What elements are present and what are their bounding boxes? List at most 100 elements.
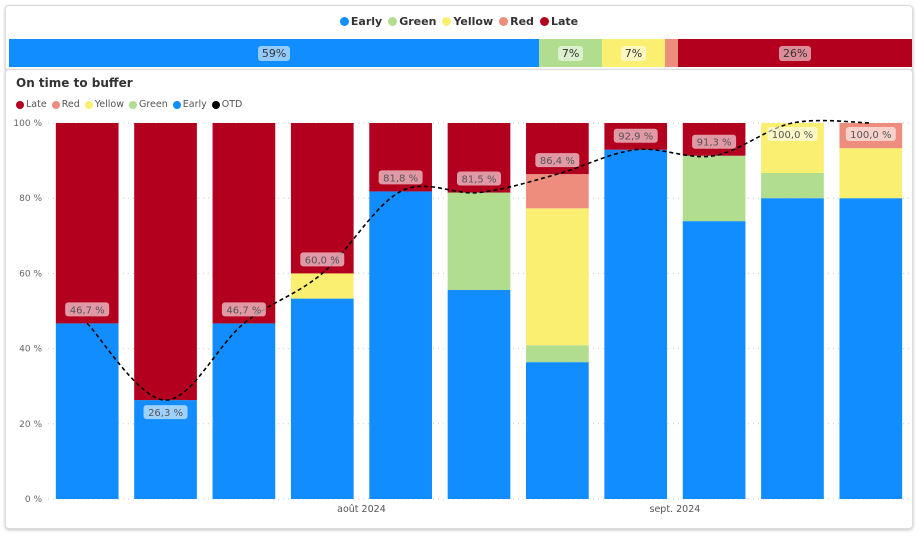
legend-item-early[interactable]: Early	[339, 15, 383, 28]
bar-segment-green	[682, 155, 746, 222]
legend-label: Late	[26, 99, 47, 110]
bar-segment-early	[526, 362, 589, 499]
legend-item-red[interactable]: Red	[51, 99, 80, 110]
legend-item-red[interactable]: Red	[499, 15, 534, 28]
bar-segment-green	[761, 173, 824, 199]
otd-data-label: 81,5 %	[462, 175, 497, 186]
chart-legend: Late Red Yellow Green Early OTD	[16, 99, 242, 110]
data-label-bg	[378, 170, 423, 185]
bar-segment-early	[369, 191, 432, 499]
data-label-bg	[535, 153, 580, 168]
bar-segment-green	[447, 192, 511, 290]
otd-data-label: 60,0 %	[305, 255, 340, 266]
otd-line	[86, 119, 871, 401]
legend-label: Yellow	[453, 15, 494, 28]
bar-segment-late	[212, 123, 276, 324]
legend-dot-icon	[388, 17, 398, 26]
data-label-bg	[613, 128, 658, 143]
bar-segment-early	[604, 149, 668, 500]
otd-data-label: 86,4 %	[540, 156, 575, 167]
bar-segment-early	[447, 289, 511, 499]
x-tick-label: août 2024	[337, 504, 386, 515]
bar-segment-red	[526, 174, 589, 209]
data-label-bg	[221, 302, 266, 317]
y-tick-label: 60 %	[19, 269, 42, 279]
summary-stacked-bar: 59% 7% 7% 26%	[9, 39, 912, 67]
legend-dot-icon	[172, 100, 181, 109]
segment-label: 7%	[557, 45, 584, 61]
data-label-bg	[65, 302, 110, 317]
legend-label: Green	[139, 99, 168, 110]
legend-item-green[interactable]: Green	[388, 15, 436, 28]
y-tick-label: 80 %	[19, 194, 42, 204]
otd-data-label: 100,0 %	[850, 130, 891, 141]
otd-data-label: 46,7 %	[226, 305, 261, 316]
summary-card: Early Green Yellow Red Late 59% 7% 7% 26%	[5, 5, 913, 71]
y-tick-label: 40 %	[19, 345, 42, 355]
legend-label: Early	[182, 99, 207, 110]
legend-dot-icon	[339, 17, 349, 26]
bar-segment-early	[55, 323, 119, 499]
legend-item-yellow[interactable]: Yellow	[442, 15, 493, 28]
bar-segment-early	[682, 221, 746, 500]
legend-dot-icon	[129, 100, 137, 109]
legend-dot-icon	[499, 17, 509, 26]
legend-item-yellow[interactable]: Yellow	[84, 99, 124, 110]
legend-dot-icon	[442, 17, 452, 26]
summary-segment-red[interactable]	[664, 39, 679, 67]
segment-label: 59%	[257, 45, 291, 61]
legend-label: Green	[399, 15, 437, 28]
legend-label: Red	[61, 99, 80, 110]
bar-segment-green	[526, 345, 589, 363]
legend-item-late[interactable]: Late	[16, 99, 47, 110]
bar-segment-early	[839, 198, 903, 499]
bar-segment-yellow	[839, 148, 903, 199]
legend-label: Yellow	[94, 99, 124, 110]
data-label-bg	[845, 127, 896, 141]
bar-segment-early	[761, 198, 824, 499]
otd-data-label: 81,8 %	[383, 173, 418, 184]
y-tick-label: 0 %	[25, 495, 43, 505]
legend-item-otd[interactable]: OTD	[211, 99, 243, 110]
y-tick-label: 20 %	[19, 420, 42, 430]
bar-segment-early	[290, 298, 354, 499]
legend-label: Early	[350, 15, 383, 28]
legend-item-green[interactable]: Green	[129, 99, 168, 110]
bar-segment-late	[290, 123, 354, 274]
otd-data-label: 92,9 %	[618, 132, 653, 143]
legend-label: Late	[550, 15, 579, 28]
y-tick-label: 100 %	[13, 119, 42, 129]
data-label-bg	[767, 127, 818, 141]
bar-segment-early	[212, 323, 276, 499]
legend-dot-icon	[16, 100, 24, 109]
bar-segment-yellow	[526, 208, 589, 346]
summary-segment-late[interactable]: 26%	[678, 39, 912, 67]
bar-segment-yellow	[290, 273, 354, 299]
otd-data-label: 46,7 %	[70, 305, 105, 316]
legend-dot-icon	[84, 100, 93, 109]
bar-segment-late	[55, 123, 119, 324]
summary-segment-yellow[interactable]: 7%	[602, 39, 665, 67]
legend-dot-icon	[539, 17, 549, 26]
legend-item-late[interactable]: Late	[539, 15, 579, 28]
data-label-bg	[457, 171, 501, 186]
otd-data-label: 26,3 %	[148, 408, 183, 419]
bar-segment-late	[134, 123, 197, 401]
data-label-bg	[692, 134, 737, 149]
otd-data-label: 91,3 %	[697, 138, 732, 149]
summary-legend: Early Green Yellow Red Late	[6, 15, 912, 28]
data-label-bg	[143, 405, 188, 420]
chart-title: On time to buffer	[16, 76, 133, 90]
legend-label: Red	[510, 15, 534, 28]
legend-label: OTD	[221, 99, 243, 110]
otd-data-label: 100,0 %	[772, 130, 813, 141]
segment-label: 26%	[778, 45, 812, 61]
legend-dot-icon	[211, 100, 220, 109]
x-tick-label: sept. 2024	[650, 504, 701, 515]
legend-dot-icon	[51, 100, 60, 109]
segment-label: 7%	[620, 45, 647, 61]
summary-segment-green[interactable]: 7%	[539, 39, 603, 67]
summary-segment-early[interactable]: 59%	[9, 39, 540, 67]
legend-item-early[interactable]: Early	[172, 99, 207, 110]
